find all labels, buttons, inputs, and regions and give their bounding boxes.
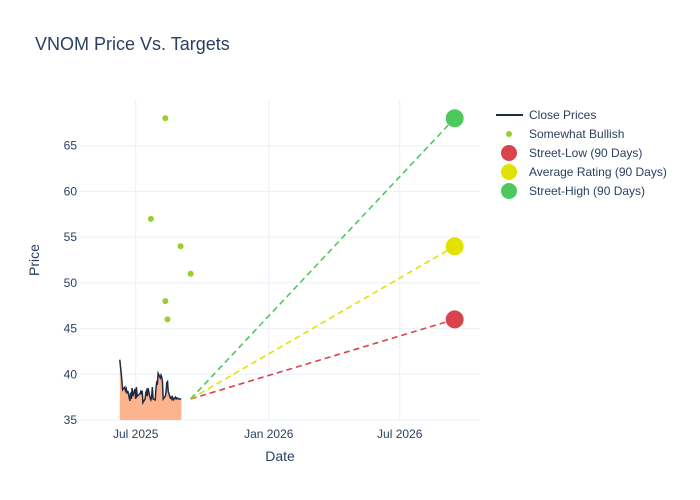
legend-swatch-marker	[501, 164, 517, 180]
y-tick-label: 55	[64, 230, 78, 244]
analyst-rating-point	[162, 298, 169, 305]
analyst-rating-point	[164, 316, 171, 323]
y-tick-label: 35	[64, 413, 78, 427]
target-marker	[445, 237, 464, 256]
chart-title: VNOM Price Vs. Targets	[35, 34, 230, 54]
x-tick-label: Jan 2026	[244, 427, 294, 441]
analyst-rating-point	[187, 270, 194, 277]
grid	[80, 100, 480, 421]
close-price-area	[119, 359, 182, 420]
y-tick-label: 65	[64, 139, 78, 153]
target-line	[190, 245, 456, 400]
x-axis-title: Date	[265, 448, 295, 464]
target-line	[190, 117, 456, 400]
y-axis: 35 40 45 50 55 60 65	[64, 139, 78, 427]
y-tick-label: 50	[64, 276, 78, 290]
legend: Close Prices Somewhat Bullish Street-Low (…	[496, 108, 667, 199]
legend-swatch-dot	[506, 131, 512, 137]
close-price-line	[119, 359, 182, 406]
legend-label: Average Rating (90 Days)	[529, 165, 667, 179]
x-axis: Jul 2025 Jan 2026 Jul 2026	[113, 427, 423, 441]
legend-swatch-marker	[501, 183, 517, 199]
x-tick-label: Jul 2025	[113, 427, 159, 441]
target-line	[190, 318, 455, 400]
x-tick-label: Jul 2026	[377, 427, 423, 441]
legend-swatch-marker	[501, 145, 517, 161]
y-tick-label: 45	[64, 322, 78, 336]
legend-label: Street-High (90 Days)	[529, 184, 645, 198]
analyst-rating-point	[177, 243, 184, 250]
analyst-rating-point	[162, 115, 169, 122]
y-tick-label: 60	[64, 184, 78, 198]
target-marker	[445, 109, 464, 128]
legend-label: Street-Low (90 Days)	[529, 146, 642, 160]
legend-label: Close Prices	[529, 108, 596, 122]
y-tick-label: 40	[64, 367, 78, 381]
target-marker	[445, 310, 464, 329]
plot-area	[119, 109, 464, 420]
y-axis-title: Price	[26, 244, 42, 276]
legend-label: Somewhat Bullish	[529, 127, 624, 141]
analyst-rating-point	[147, 215, 154, 222]
